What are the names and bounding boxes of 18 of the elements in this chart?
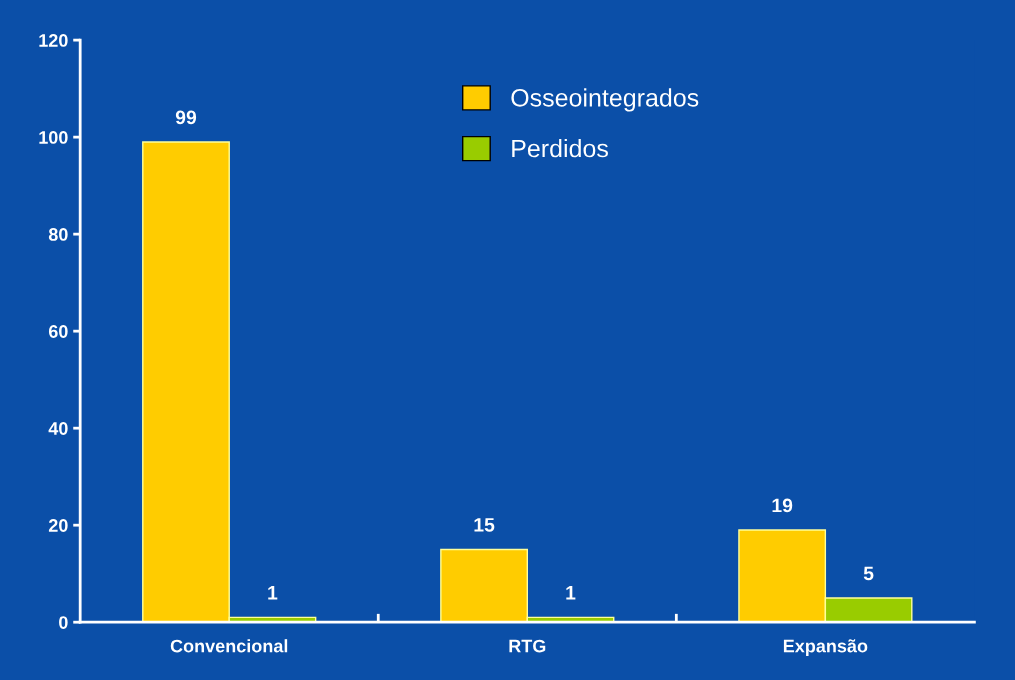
x-tick-label: Expansão [783, 639, 868, 657]
legend-label: Perdidos [512, 138, 608, 158]
y-tick-label: 120 [39, 34, 68, 47]
data-label: 15 [474, 518, 495, 532]
data-label: 99 [175, 110, 197, 125]
x-tick-label: RTG [509, 639, 546, 653]
y-tick-label: 80 [48, 228, 68, 241]
data-label: 5 [863, 566, 874, 581]
x-tick-label: Convencional [170, 639, 288, 653]
y-tick-label: 100 [39, 131, 68, 144]
data-label: 1 [566, 586, 576, 600]
y-tick-label: 40 [48, 422, 68, 435]
y-tick-label: 20 [48, 519, 68, 532]
data-label: 19 [772, 498, 793, 513]
y-tick-label: 0 [59, 616, 68, 629]
y-tick-label: 60 [48, 325, 68, 338]
legend-label: Osseointegrados [511, 88, 699, 112]
data-label: 1 [268, 586, 278, 600]
